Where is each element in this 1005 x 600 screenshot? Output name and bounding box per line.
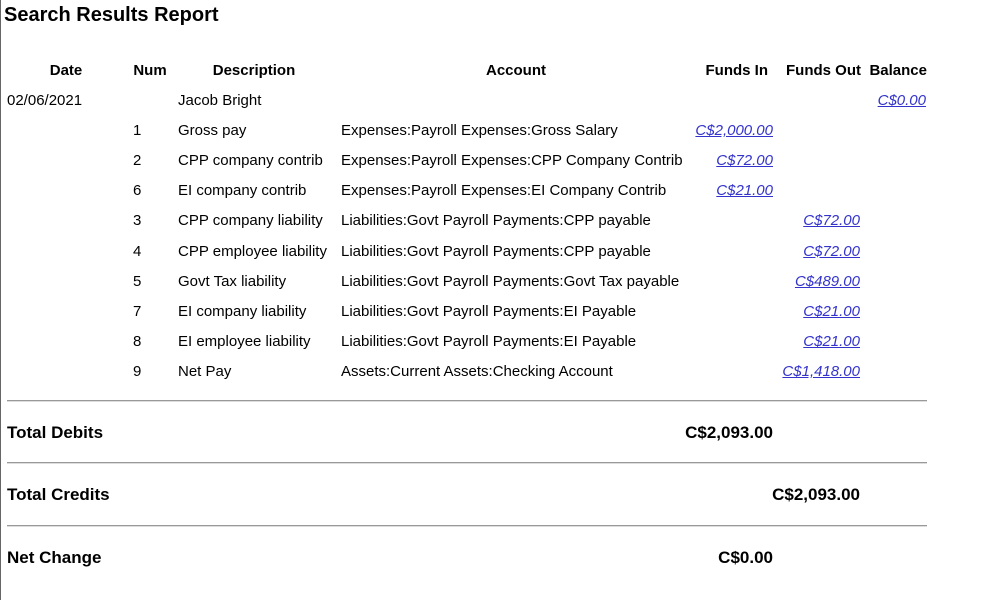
column-header: Num [133, 62, 167, 79]
report-title: Search Results Report [4, 4, 219, 26]
separator [7, 462, 927, 464]
cell-account: Expenses:Payroll Expenses:Gross Salary [341, 122, 618, 140]
amount-link[interactable]: C$21.00 [803, 302, 860, 320]
cell-account: Expenses:Payroll Expenses:CPP Company Co… [341, 152, 683, 170]
cell-description: EI employee liability [178, 332, 311, 350]
cell-description: Gross pay [178, 122, 247, 140]
cell-account: Liabilities:Govt Payroll Payments:EI Pay… [341, 332, 637, 350]
cell-account: Liabilities:Govt Payroll Payments:CPP pa… [341, 242, 651, 260]
cell-account: Liabilities:Govt Payroll Payments:CPP pa… [341, 212, 651, 230]
cell-num: 9 [133, 362, 142, 380]
cell-num: 1 [133, 122, 142, 140]
cell-num: 8 [133, 332, 142, 350]
cell-description: CPP company liability [178, 212, 323, 230]
total-label: Total Credits [7, 485, 110, 504]
amount-link[interactable]: C$0.00 [877, 92, 926, 109]
amount-link[interactable]: C$21.00 [716, 182, 773, 200]
cell-description: Net Pay [178, 362, 232, 380]
total-value: C$2,093.00 [772, 485, 860, 504]
column-header: Description [212, 62, 296, 79]
cell-account: Liabilities:Govt Payroll Payments:EI Pay… [341, 302, 637, 320]
amount-link[interactable]: C$72.00 [803, 242, 860, 260]
cell-num: 3 [133, 212, 142, 230]
cell-description: EI company contrib [178, 182, 307, 200]
cell-num: 6 [133, 182, 142, 200]
cell-date: 02/06/2021 [7, 92, 83, 109]
column-header: Funds Out [786, 62, 861, 79]
column-header: Date [49, 62, 83, 79]
column-header: Funds In [705, 62, 769, 79]
amount-link[interactable]: C$72.00 [716, 152, 773, 170]
column-header: Balance [869, 62, 927, 79]
column-header: Account [486, 62, 546, 79]
total-value: C$0.00 [718, 548, 773, 567]
cell-num: 4 [133, 242, 142, 260]
amount-link[interactable]: C$1,418.00 [782, 362, 860, 380]
cell-description: Jacob Bright [178, 92, 262, 109]
cell-description: Govt Tax liability [178, 272, 287, 290]
separator [7, 525, 927, 527]
total-label: Total Debits [7, 423, 104, 442]
total-label: Net Change [7, 548, 102, 567]
cell-account: Expenses:Payroll Expenses:EI Company Con… [341, 182, 667, 200]
amount-link[interactable]: C$72.00 [803, 212, 860, 230]
amount-link[interactable]: C$489.00 [794, 272, 860, 290]
cell-account: Assets:Current Assets:Checking Account [341, 362, 613, 380]
total-value: C$2,093.00 [685, 423, 773, 442]
cell-description: CPP company contrib [178, 152, 323, 170]
cell-num: 5 [133, 272, 142, 290]
amount-link[interactable]: C$21.00 [803, 332, 860, 350]
cell-num: 7 [133, 302, 142, 320]
amount-link[interactable]: C$2,000.00 [695, 122, 773, 140]
cell-num: 2 [133, 152, 142, 170]
cell-description: CPP employee liability [178, 242, 327, 260]
cell-description: EI company liability [178, 302, 307, 320]
cell-account: Liabilities:Govt Payroll Payments:Govt T… [341, 272, 680, 290]
separator [7, 400, 927, 402]
